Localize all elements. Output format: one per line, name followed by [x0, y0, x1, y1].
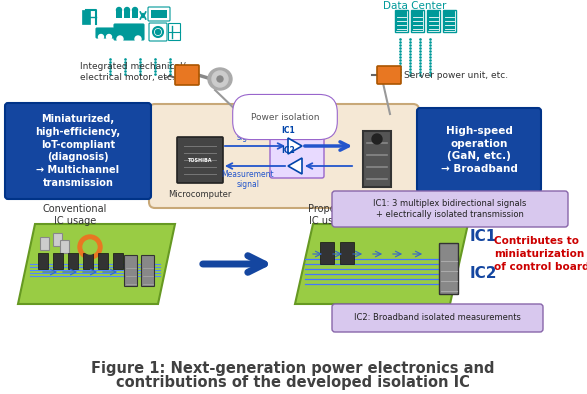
Circle shape: [83, 240, 97, 254]
FancyBboxPatch shape: [124, 11, 130, 18]
Circle shape: [135, 36, 141, 42]
Text: TOSHIBA: TOSHIBA: [188, 158, 212, 162]
FancyBboxPatch shape: [428, 11, 439, 31]
FancyBboxPatch shape: [444, 11, 455, 31]
FancyBboxPatch shape: [114, 24, 144, 40]
Text: Power isolation: Power isolation: [251, 113, 319, 121]
Text: Measurement
signal: Measurement signal: [222, 170, 274, 190]
Circle shape: [99, 35, 103, 39]
Text: Control
signal: Control signal: [234, 123, 262, 142]
FancyBboxPatch shape: [332, 304, 543, 332]
FancyBboxPatch shape: [332, 191, 568, 227]
Circle shape: [133, 7, 137, 13]
FancyBboxPatch shape: [53, 253, 63, 269]
FancyBboxPatch shape: [417, 108, 541, 192]
Text: Integrated mechanical/
electrical motor, etc.: Integrated mechanical/ electrical motor,…: [80, 62, 185, 82]
FancyBboxPatch shape: [395, 10, 408, 32]
FancyBboxPatch shape: [427, 10, 440, 32]
FancyBboxPatch shape: [38, 253, 48, 269]
Circle shape: [106, 35, 112, 39]
Text: IC2: IC2: [281, 146, 295, 155]
FancyBboxPatch shape: [113, 253, 123, 269]
FancyBboxPatch shape: [151, 10, 167, 18]
Text: Power
semiconductor: Power semiconductor: [349, 195, 406, 214]
FancyBboxPatch shape: [132, 11, 138, 18]
Text: Server power unit, etc.: Server power unit, etc.: [404, 71, 508, 80]
Ellipse shape: [208, 68, 232, 90]
FancyBboxPatch shape: [149, 23, 167, 41]
Polygon shape: [288, 158, 302, 174]
Circle shape: [116, 7, 122, 13]
Text: Miniaturized,
high-efficiency,
IoT-compliant
(diagnosis)
→ Multichannel
transmis: Miniaturized, high-efficiency, IoT-compl…: [35, 114, 120, 188]
FancyBboxPatch shape: [68, 253, 78, 269]
FancyBboxPatch shape: [98, 253, 108, 269]
Text: IC1: 3 multiplex bidirectional signals
+ electrically isolated transmission: IC1: 3 multiplex bidirectional signals +…: [373, 199, 527, 219]
Text: High-speed
operation
(GaN, etc.)
→ Broadband: High-speed operation (GaN, etc.) → Broad…: [441, 126, 517, 174]
Polygon shape: [288, 138, 302, 154]
FancyBboxPatch shape: [141, 255, 154, 286]
FancyBboxPatch shape: [41, 238, 49, 251]
FancyBboxPatch shape: [320, 242, 334, 264]
Text: IC1: IC1: [470, 229, 497, 243]
FancyBboxPatch shape: [124, 255, 137, 286]
Text: IC1: IC1: [281, 126, 295, 135]
FancyBboxPatch shape: [363, 131, 391, 187]
Polygon shape: [18, 224, 175, 304]
Text: Figure 1: Next-generation power electronics and: Figure 1: Next-generation power electron…: [91, 361, 495, 375]
FancyBboxPatch shape: [175, 65, 199, 85]
FancyBboxPatch shape: [149, 104, 419, 208]
Text: Microcomputer: Microcomputer: [168, 190, 232, 199]
Text: Data Center: Data Center: [383, 1, 447, 11]
Circle shape: [156, 30, 160, 35]
FancyBboxPatch shape: [148, 7, 170, 21]
FancyBboxPatch shape: [53, 234, 62, 247]
FancyBboxPatch shape: [396, 11, 407, 31]
Text: IC2: IC2: [470, 266, 498, 281]
Circle shape: [78, 235, 102, 259]
FancyBboxPatch shape: [377, 66, 401, 84]
FancyBboxPatch shape: [443, 10, 456, 32]
FancyBboxPatch shape: [5, 103, 151, 199]
FancyBboxPatch shape: [412, 11, 423, 31]
Polygon shape: [295, 224, 468, 304]
FancyBboxPatch shape: [83, 253, 93, 269]
Ellipse shape: [212, 71, 228, 87]
FancyBboxPatch shape: [168, 24, 180, 41]
FancyBboxPatch shape: [96, 28, 114, 38]
FancyBboxPatch shape: [82, 10, 90, 24]
FancyBboxPatch shape: [60, 240, 69, 253]
FancyBboxPatch shape: [340, 242, 354, 264]
Text: IC2: Broadband isolated measurements: IC2: Broadband isolated measurements: [353, 314, 521, 323]
FancyBboxPatch shape: [411, 10, 424, 32]
FancyBboxPatch shape: [116, 11, 122, 18]
FancyBboxPatch shape: [440, 243, 458, 294]
FancyBboxPatch shape: [270, 134, 324, 178]
Circle shape: [124, 7, 130, 13]
Text: contributions of the developed isolation IC: contributions of the developed isolation…: [116, 375, 470, 390]
Ellipse shape: [217, 76, 223, 82]
Circle shape: [372, 134, 382, 144]
Circle shape: [117, 36, 123, 42]
FancyBboxPatch shape: [177, 137, 223, 183]
Text: Conventional
IC usage: Conventional IC usage: [43, 204, 107, 227]
Text: Contributes to
miniaturization
of control boards: Contributes to miniaturization of contro…: [494, 236, 587, 272]
Text: Proposed
IC usage: Proposed IC usage: [308, 204, 352, 227]
